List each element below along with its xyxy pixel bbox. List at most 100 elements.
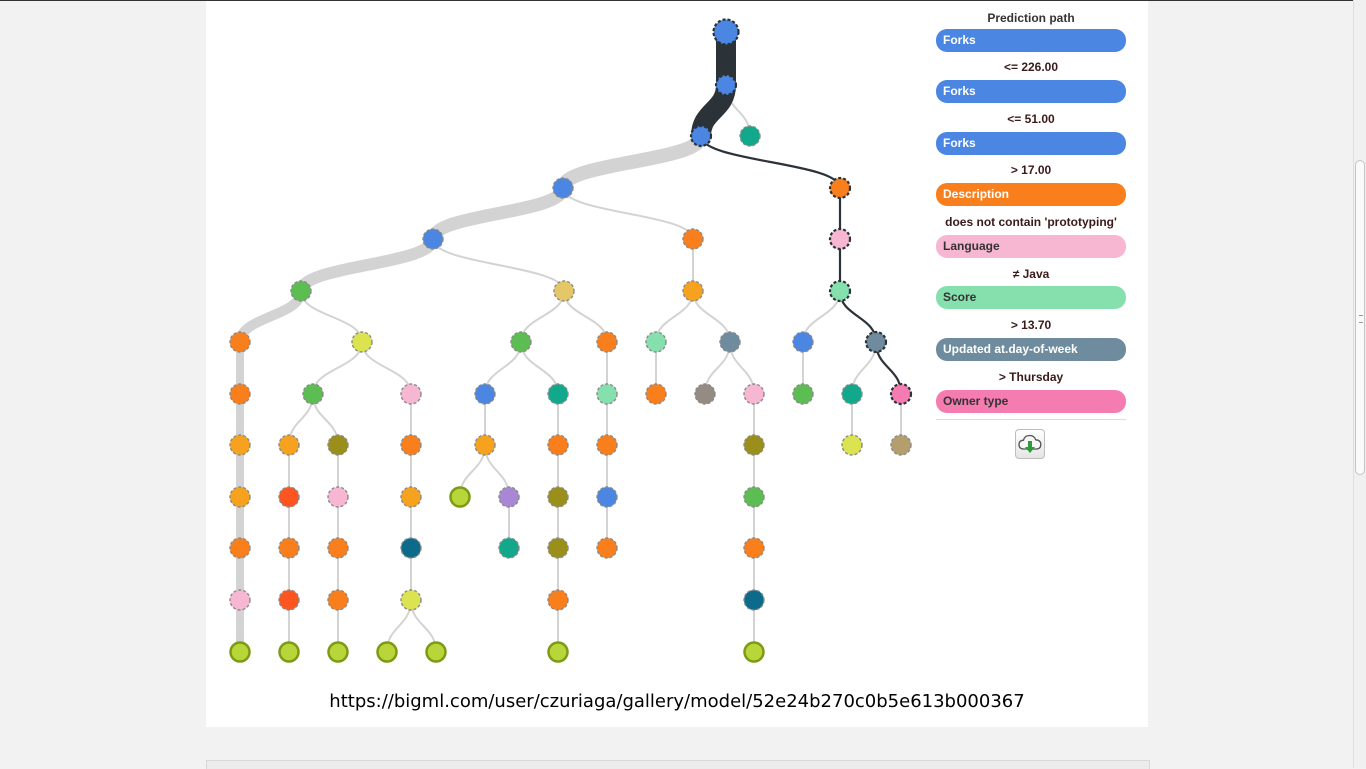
tree-node[interactable]	[682, 280, 704, 302]
tree-node[interactable]	[547, 486, 569, 508]
tree-edge	[235, 286, 306, 347]
tree-node[interactable]	[694, 383, 716, 405]
tree-node[interactable]	[743, 589, 765, 611]
tree-node[interactable]	[400, 537, 422, 559]
tree-node[interactable]	[743, 383, 765, 405]
tree-leaf-node[interactable]	[425, 641, 447, 663]
tree-node-prediction-path[interactable]	[889, 382, 913, 406]
tree-leaf-node[interactable]	[327, 641, 349, 663]
tree-node-prediction-path[interactable]	[828, 279, 852, 303]
path-step-description[interactable]: Description	[936, 183, 1126, 206]
tree-node[interactable]	[302, 383, 324, 405]
footer-panel-edge	[206, 760, 1150, 769]
tree-node[interactable]	[547, 434, 569, 456]
tree-node[interactable]	[596, 486, 618, 508]
tree-edge	[432, 238, 565, 292]
tree-node[interactable]	[327, 486, 349, 508]
path-step-forks-2[interactable]: Forks	[936, 80, 1126, 103]
tree-node[interactable]	[290, 280, 312, 302]
tree-node[interactable]	[547, 537, 569, 559]
tree-node[interactable]	[498, 486, 520, 508]
tree-leaf-node[interactable]	[449, 486, 471, 508]
decision-tree[interactable]	[206, 1, 1148, 681]
tree-node[interactable]	[400, 434, 422, 456]
tree-node[interactable]	[327, 434, 349, 456]
tree-node[interactable]	[278, 537, 300, 559]
tree-node[interactable]	[400, 383, 422, 405]
tree-node-prediction-path[interactable]	[864, 330, 888, 354]
tree-node[interactable]	[890, 434, 912, 456]
tree-node[interactable]	[739, 125, 761, 147]
prediction-path-title: Prediction path	[987, 11, 1075, 25]
tree-node[interactable]	[278, 434, 300, 456]
tree-node[interactable]	[645, 383, 667, 405]
path-step-forks-1[interactable]: Forks	[936, 29, 1126, 52]
tree-node[interactable]	[792, 383, 814, 405]
tree-node[interactable]	[278, 486, 300, 508]
vertical-scrollbar[interactable]	[1353, 0, 1366, 768]
tree-node[interactable]	[743, 537, 765, 559]
tree-node[interactable]	[474, 383, 496, 405]
tree-node-prediction-path[interactable]	[712, 18, 740, 46]
tree-node[interactable]	[229, 331, 251, 353]
tree-node[interactable]	[841, 434, 863, 456]
path-condition-4: does not contain 'prototyping'	[945, 215, 1117, 229]
tree-node[interactable]	[743, 434, 765, 456]
tree-node-prediction-path[interactable]	[714, 73, 738, 97]
tree-node[interactable]	[474, 434, 496, 456]
download-model-button[interactable]	[1015, 429, 1045, 459]
path-step-updated-day-of-week[interactable]: Updated at.day-of-week	[936, 338, 1126, 361]
path-step-owner-type[interactable]: Owner type	[936, 390, 1126, 413]
window-top-border	[0, 0, 1366, 1]
model-url[interactable]: https://bigml.com/user/czuriaga/gallery/…	[329, 691, 1025, 712]
tree-node[interactable]	[596, 331, 618, 353]
scrollbar-thumb[interactable]	[1355, 160, 1365, 475]
tree-leaf-node[interactable]	[743, 641, 765, 663]
path-step-forks-3[interactable]: Forks	[936, 132, 1126, 155]
tree-node[interactable]	[547, 383, 569, 405]
tree-node[interactable]	[682, 228, 704, 250]
tree-node[interactable]	[743, 486, 765, 508]
tree-node[interactable]	[510, 331, 532, 353]
tree-node[interactable]	[719, 331, 741, 353]
tree-node[interactable]	[645, 331, 667, 353]
path-condition-6: > 13.70	[1010, 318, 1052, 332]
tree-node[interactable]	[229, 486, 251, 508]
tree-node-prediction-path[interactable]	[828, 227, 852, 251]
tree-node[interactable]	[596, 434, 618, 456]
tree-node[interactable]	[229, 434, 251, 456]
tree-leaf-node[interactable]	[229, 641, 251, 663]
tree-node[interactable]	[278, 589, 300, 611]
tree-node[interactable]	[422, 228, 444, 250]
tree-node[interactable]	[327, 537, 349, 559]
tree-node-prediction-path[interactable]	[828, 176, 852, 200]
tree-node[interactable]	[351, 331, 373, 353]
tree-node[interactable]	[327, 589, 349, 611]
tree-node[interactable]	[552, 177, 574, 199]
tree-leaf-node[interactable]	[278, 641, 300, 663]
tree-node[interactable]	[229, 537, 251, 559]
tree-node[interactable]	[229, 589, 251, 611]
tree-leaf-node[interactable]	[547, 641, 569, 663]
tree-node[interactable]	[498, 537, 520, 559]
tree-node[interactable]	[229, 383, 251, 405]
tree-edge	[426, 181, 570, 246]
tree-node-prediction-path[interactable]	[689, 124, 713, 148]
tree-node[interactable]	[596, 383, 618, 405]
cloud-download-icon	[1018, 434, 1042, 453]
tree-node[interactable]	[400, 486, 422, 508]
sidebar-divider	[936, 419, 1126, 420]
tree-leaf-node[interactable]	[376, 641, 398, 663]
path-condition-2: <= 51.00	[1007, 112, 1055, 126]
tree-node[interactable]	[841, 383, 863, 405]
tree-edge	[312, 341, 363, 395]
tree-node[interactable]	[596, 537, 618, 559]
tree-node[interactable]	[792, 331, 814, 353]
path-step-language[interactable]: Language	[936, 235, 1126, 258]
tree-node[interactable]	[553, 280, 575, 302]
model-tree-panel: Prediction path Forks <= 226.00 Forks <=…	[206, 1, 1148, 727]
tree-node[interactable]	[400, 589, 422, 611]
tree-edge	[300, 290, 363, 343]
tree-node[interactable]	[547, 589, 569, 611]
path-step-score[interactable]: Score	[936, 286, 1126, 309]
